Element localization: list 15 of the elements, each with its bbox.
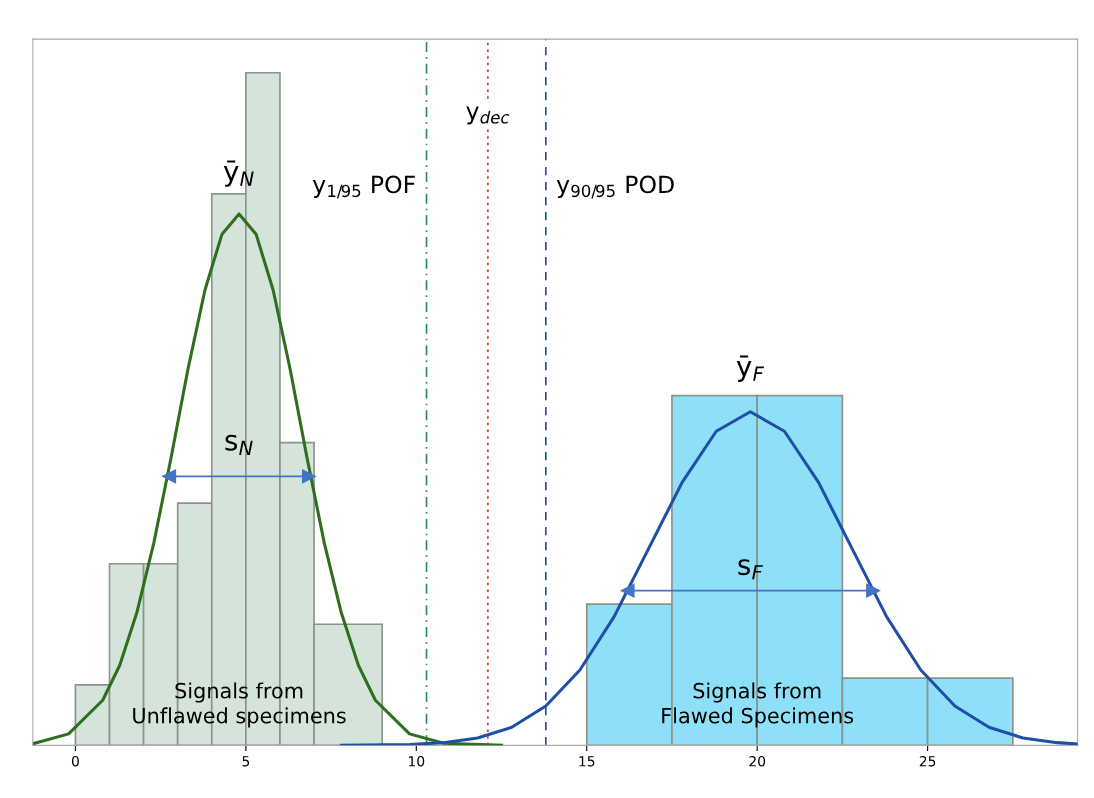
x-tick-label: 20 <box>749 755 766 767</box>
x-tick-label: 15 <box>579 756 595 767</box>
annotation: ȳ$_{F}$ <box>736 355 765 382</box>
ref-line-label: y$_{90/95}$ POD <box>556 175 674 199</box>
annotation: s$_{N}$ <box>225 434 253 455</box>
ref-line-label: y$_{dec}$ <box>466 106 510 125</box>
annotation: ȳ$_{N}$ <box>223 160 254 187</box>
x-tick-label: 0 <box>71 755 79 767</box>
annotation: Signals from Unflawed specimens <box>133 682 346 728</box>
annotation: s$_{F}$ <box>738 559 764 580</box>
ref-line-label: y$_{1/95}$ POF <box>312 175 415 199</box>
x-tick-label: 5 <box>242 756 250 767</box>
annotation: Signals from Flawed Specimens <box>662 682 854 728</box>
x-tick-label: 25 <box>919 755 936 767</box>
x-tick-label: 10 <box>408 755 425 767</box>
